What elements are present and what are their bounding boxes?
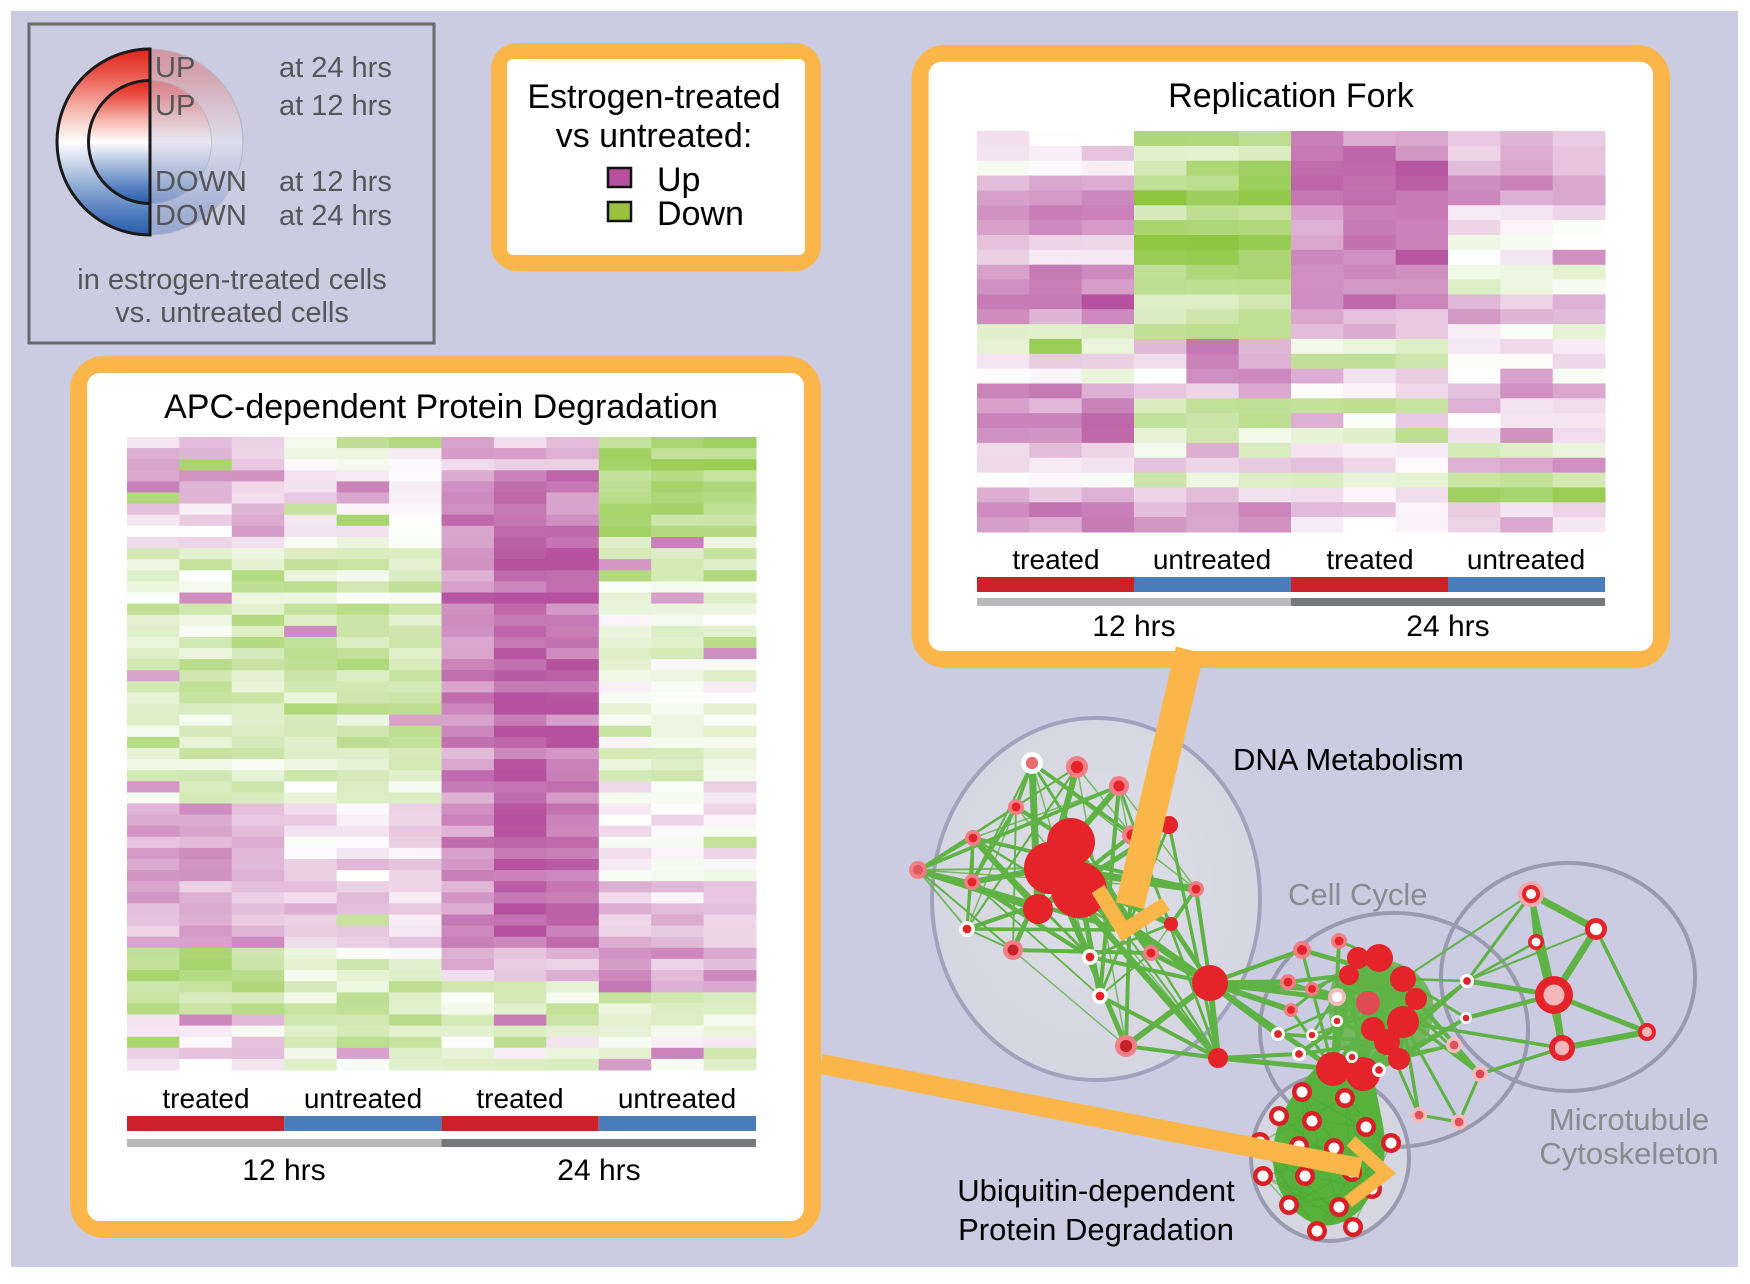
svg-text:24 hrs: 24 hrs xyxy=(1406,610,1489,643)
svg-text:untreated: untreated xyxy=(618,1083,736,1114)
svg-text:Replication Fork: Replication Fork xyxy=(1168,77,1415,115)
svg-text:DOWN: DOWN xyxy=(155,166,247,198)
svg-text:untreated: untreated xyxy=(1467,544,1585,575)
svg-text:untreated: untreated xyxy=(304,1083,422,1114)
svg-text:treated: treated xyxy=(1012,544,1099,575)
svg-text:at 12 hrs: at 12 hrs xyxy=(279,90,392,122)
svg-text:Protein Degradation: Protein Degradation xyxy=(958,1212,1234,1247)
svg-text:12 hrs: 12 hrs xyxy=(1092,610,1175,643)
svg-text:vs. untreated cells: vs. untreated cells xyxy=(115,297,349,329)
svg-text:APC-dependent Protein Degradat: APC-dependent Protein Degradation xyxy=(164,388,718,426)
svg-text:Estrogen-treated: Estrogen-treated xyxy=(527,78,780,116)
svg-text:Up: Up xyxy=(657,161,700,199)
svg-text:12 hrs: 12 hrs xyxy=(242,1154,325,1187)
svg-text:DNA Metabolism: DNA Metabolism xyxy=(1233,742,1464,777)
svg-text:treated: treated xyxy=(1326,544,1413,575)
svg-text:treated: treated xyxy=(476,1083,563,1114)
svg-text:Down: Down xyxy=(657,195,744,233)
svg-text:24 hrs: 24 hrs xyxy=(557,1154,640,1187)
svg-text:at 24 hrs: at 24 hrs xyxy=(279,52,392,84)
svg-text:UP: UP xyxy=(155,52,195,84)
svg-text:at 24 hrs: at 24 hrs xyxy=(279,200,392,232)
svg-text:UP: UP xyxy=(155,90,195,122)
svg-text:Cytoskeleton: Cytoskeleton xyxy=(1539,1136,1718,1171)
svg-text:DOWN: DOWN xyxy=(155,200,247,232)
svg-text:vs untreated:: vs untreated: xyxy=(556,117,753,155)
svg-text:at 12 hrs: at 12 hrs xyxy=(279,166,392,198)
svg-text:Ubiquitin-dependent: Ubiquitin-dependent xyxy=(957,1173,1235,1208)
svg-text:Microtubule: Microtubule xyxy=(1549,1102,1709,1137)
svg-text:Cell Cycle: Cell Cycle xyxy=(1288,877,1428,912)
svg-text:treated: treated xyxy=(162,1083,249,1114)
svg-text:untreated: untreated xyxy=(1153,544,1271,575)
svg-text:in estrogen-treated cells: in estrogen-treated cells xyxy=(77,264,387,296)
